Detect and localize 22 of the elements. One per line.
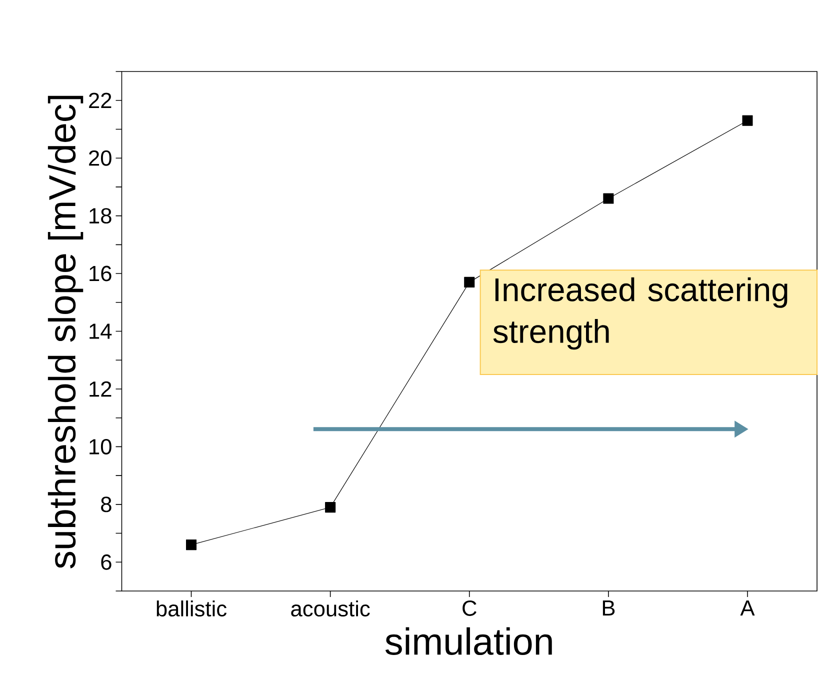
point xyxy=(186,539,197,550)
y-axis-title: subthreshold slope [mV/dec] xyxy=(48,96,84,568)
x-tick-label: C xyxy=(462,600,476,616)
y-tick-label: 18 xyxy=(90,208,112,224)
y-tick-label: 22 xyxy=(89,92,112,108)
x-tick-label: ballistic xyxy=(156,600,227,616)
y-tick-label: 14 xyxy=(90,324,112,339)
x-axis-title: simulation xyxy=(385,627,552,655)
x-tick-label: acoustic xyxy=(291,600,370,616)
y-tick-label: 12 xyxy=(90,381,112,396)
point xyxy=(742,115,753,126)
point xyxy=(464,276,475,288)
y-tick-label: 10 xyxy=(90,438,112,454)
annotation: Increased scattering strength xyxy=(493,277,788,350)
y-tick-label: 16 xyxy=(90,266,112,282)
y-tick-label: 20 xyxy=(89,150,112,166)
y-tick-label: 8 xyxy=(101,496,112,512)
x-tick-label: A xyxy=(740,600,755,616)
point xyxy=(603,193,614,204)
point xyxy=(325,502,336,512)
y-tick-label: 6 xyxy=(101,554,112,570)
x-tick-label: B xyxy=(602,600,615,616)
